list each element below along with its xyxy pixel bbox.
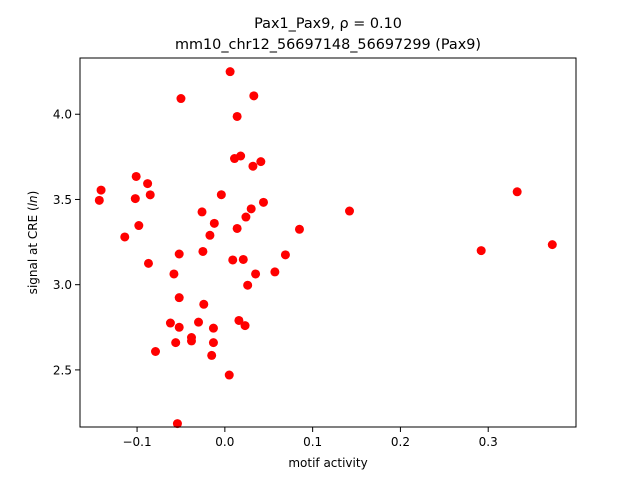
data-point — [476, 246, 486, 256]
data-point — [224, 370, 234, 380]
y-tick-label: 4.0 — [53, 108, 72, 122]
x-tick-label: −0.1 — [122, 435, 151, 449]
data-point — [186, 336, 196, 346]
axes-frame — [79, 57, 577, 428]
y-tick-label: 3.0 — [53, 278, 72, 292]
data-point — [249, 91, 259, 101]
data-point — [547, 240, 557, 250]
x-ticks: −0.1 0.0 0.1 0.2 0.3 — [122, 427, 498, 449]
data-point — [240, 321, 250, 331]
y-tick-label: 3.5 — [53, 193, 72, 207]
data-point — [251, 269, 261, 279]
data-point — [256, 157, 266, 167]
data-point — [236, 151, 246, 161]
data-point — [199, 299, 209, 309]
data-point — [208, 323, 218, 333]
data-point — [171, 338, 181, 348]
data-point — [94, 195, 104, 205]
x-axis-label: motif activity — [288, 456, 367, 470]
data-point — [294, 224, 304, 234]
plot-area — [80, 58, 576, 427]
data-point — [205, 230, 215, 240]
data-point — [345, 206, 355, 216]
y-axis-label: signal at CRE (ln) — [26, 191, 40, 295]
data-point — [143, 179, 153, 189]
data-point — [241, 212, 251, 222]
data-point — [248, 161, 258, 171]
data-point — [145, 190, 155, 200]
y-tick-label: 2.5 — [53, 363, 72, 377]
data-point — [228, 255, 238, 265]
y-ticks: 2.5 3.0 3.5 4.0 — [53, 108, 80, 377]
points-layer — [94, 67, 557, 429]
x-tick-label: 0.1 — [303, 435, 322, 449]
data-point — [243, 280, 253, 290]
data-point — [207, 350, 217, 360]
data-point — [174, 293, 184, 303]
data-point — [258, 197, 268, 207]
data-point — [270, 267, 280, 277]
data-point — [143, 258, 153, 268]
data-point — [151, 347, 160, 356]
data-point — [134, 221, 144, 231]
data-point — [96, 185, 106, 195]
data-point — [197, 207, 207, 217]
x-tick-label: 0.3 — [479, 435, 498, 449]
data-point — [198, 246, 208, 256]
chart-title-line2: mm10_chr12_56697148_56697299 (Pax9) — [175, 37, 481, 53]
data-point — [209, 218, 219, 228]
data-point — [169, 269, 179, 279]
x-tick-label: 0.0 — [215, 435, 234, 449]
data-point — [174, 322, 184, 332]
data-point — [216, 190, 226, 200]
data-point — [232, 223, 242, 233]
data-point — [234, 315, 244, 325]
data-point — [246, 204, 256, 214]
data-point — [120, 232, 130, 242]
data-point — [225, 67, 235, 77]
chart-title-line1: Pax1_Pax9, ρ = 0.10 — [254, 16, 402, 32]
data-point — [194, 317, 204, 327]
x-tick-label: 0.2 — [391, 435, 410, 449]
data-point — [172, 419, 182, 429]
data-point — [131, 171, 141, 181]
data-point — [238, 254, 248, 264]
data-point — [165, 318, 175, 328]
data-point — [280, 250, 290, 260]
data-point — [208, 338, 218, 348]
data-point — [130, 194, 140, 204]
data-point — [176, 94, 186, 104]
data-point — [232, 111, 242, 121]
data-point — [174, 249, 184, 259]
data-point — [512, 187, 522, 197]
